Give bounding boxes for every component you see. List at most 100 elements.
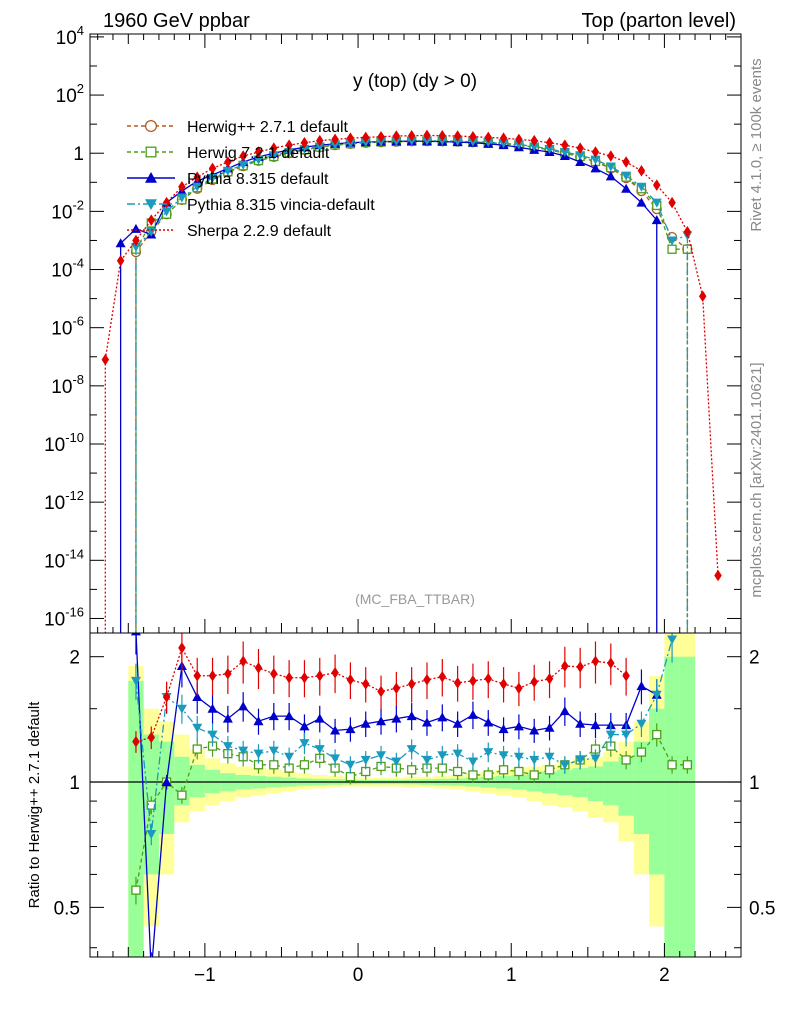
ratio-data-point (238, 701, 249, 711)
ratio-data-point (483, 748, 494, 758)
ratio-data-point (483, 717, 494, 727)
ratio-band-green-bin (679, 656, 696, 957)
ratio-data-point (498, 765, 509, 775)
main-data-point (239, 150, 247, 162)
main-y-tick-label: 10-2 (51, 197, 84, 223)
ratio-data-point (207, 703, 218, 713)
main-data-point (668, 196, 676, 209)
main-data-point (484, 131, 493, 144)
main-data-point (438, 129, 447, 142)
ratio-data-point (193, 669, 201, 682)
ratio-data-point (513, 721, 524, 731)
main-y-tick-label: 102 (56, 81, 84, 107)
main-data-point (499, 132, 508, 144)
main-data-point (207, 174, 218, 184)
ratio-data-point (561, 660, 569, 672)
main-y-tick-base: 10 (51, 202, 72, 223)
ratio-data-point (513, 752, 524, 762)
main-data-point (222, 166, 233, 176)
ratio-data-point (529, 770, 539, 780)
ratio-data-point (270, 667, 278, 680)
ratio-data-point (330, 725, 341, 735)
main-data-point (284, 148, 295, 158)
main-data-point (132, 234, 140, 247)
legend-marker (144, 119, 158, 133)
main-data-point (622, 156, 630, 168)
main-data-point (453, 130, 462, 142)
ratio-band-green-bin (664, 656, 680, 957)
ratio-data-point (299, 721, 310, 731)
main-data-point (714, 569, 722, 582)
main-y-tick-exponent: -8 (72, 372, 84, 387)
main-data-point (300, 136, 309, 149)
x-tick-label: −1 (194, 965, 216, 986)
ratio-data-point (330, 754, 341, 764)
ratio-data-point (438, 671, 447, 683)
legend-label: Herwig++ 2.7.1 default (187, 119, 349, 136)
main-y-tick-label: 10-12 (44, 488, 84, 514)
main-y-tick-base: 10 (56, 28, 77, 49)
ratio-data-point (284, 752, 295, 762)
ratio-data-point (682, 760, 693, 770)
main-data-point (147, 214, 156, 226)
ratio-data-point (346, 674, 355, 686)
ratio-y-tick-label-right: 2 (749, 648, 760, 669)
ratio-data-point (360, 718, 371, 728)
ratio-data-point (544, 722, 555, 732)
ratio-axes: 0.5 0.5 1 1 2 2 (54, 648, 775, 949)
main-data-point (605, 162, 616, 172)
main-data-point (529, 142, 540, 152)
ratio-data-point (300, 672, 309, 684)
ratio-data-point (652, 729, 662, 740)
main-data-point (698, 290, 707, 303)
main-y-tick-base: 10 (51, 319, 72, 340)
ratio-data-point (607, 657, 615, 669)
main-data-point (299, 144, 310, 154)
ratio-data-point (453, 677, 462, 689)
ratio-data-point (605, 730, 616, 740)
main-data-point (667, 244, 677, 254)
main-y-tick-exponent: -16 (65, 604, 84, 619)
legend-label: Sherpa 2.2.9 default (187, 223, 332, 240)
ratio-data-point (530, 676, 538, 688)
main-y-tick-exponent: -4 (72, 256, 84, 271)
legend-label: Pythia 8.315 default (187, 171, 329, 188)
x-tick-label: 1 (506, 965, 517, 986)
x-tick-label: 2 (659, 965, 670, 986)
main-data-point (254, 146, 263, 158)
main-data-point (192, 182, 203, 192)
main-y-tick-base: 10 (56, 86, 77, 107)
ratio-data-point (407, 765, 417, 775)
ratio-data-point (146, 967, 156, 976)
main-data-point (346, 132, 355, 144)
main-data-point (407, 129, 416, 142)
ratio-data-point (437, 751, 448, 761)
main-data-point (575, 156, 586, 166)
ratio-band-green-bin (587, 766, 604, 802)
ratio-data-point (377, 685, 385, 698)
ratio-data-point (590, 720, 601, 730)
ratio-data-point (590, 754, 601, 764)
ratio-data-point (238, 746, 249, 756)
main-data-point (667, 236, 678, 246)
main-data-point (469, 130, 477, 143)
main-data-point (561, 139, 569, 151)
main-data-point (559, 148, 570, 158)
ratio-data-point (130, 676, 141, 686)
ratio-data-point (667, 635, 678, 645)
ratio-data-point (467, 709, 478, 719)
x-axis: −1 0 1 2 (97, 34, 742, 986)
ratio-data-point (147, 731, 156, 744)
ratio-data-point (208, 669, 217, 682)
ratio-data-point (423, 674, 431, 686)
ratio-data-point (176, 704, 187, 714)
main-y-tick-label: 10-16 (44, 604, 84, 630)
ratio-data-point (207, 730, 218, 740)
ratio-data-point (299, 760, 310, 770)
ratio-data-point (621, 755, 631, 765)
ratio-data-point (591, 655, 600, 668)
ratio-y-tick-label-right: 1 (749, 773, 760, 794)
main-y-tick-exponent: -14 (65, 546, 84, 561)
ratio-y-tick-label-left: 0.5 (54, 898, 80, 919)
main-y-tick-label: 10-8 (51, 372, 84, 398)
